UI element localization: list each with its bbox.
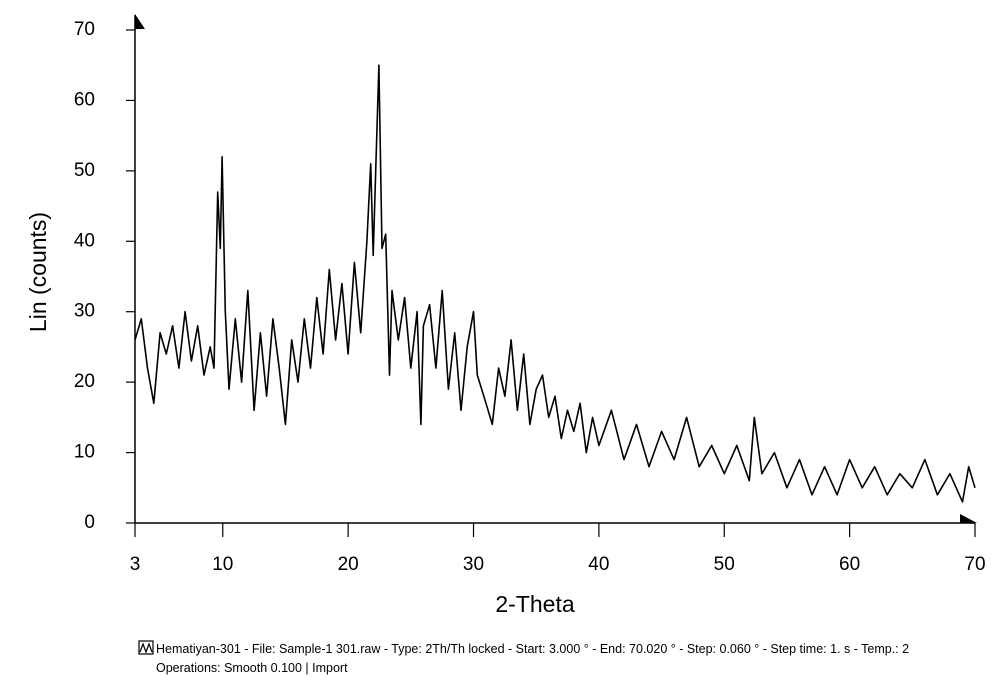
y-tick-label: 50	[74, 160, 95, 181]
y-tick-label: 60	[74, 89, 95, 110]
y-axis-title: Lin (counts)	[25, 212, 51, 332]
y-tick-label: 40	[74, 230, 95, 251]
x-axis-title: 2-Theta	[495, 591, 574, 617]
legend-operations: Operations: Smooth 0.100 | Import	[156, 661, 348, 675]
x-tick-label: 3	[130, 554, 141, 575]
x-tick-label: 60	[839, 554, 860, 575]
legend-icon-line	[139, 642, 153, 654]
x-axis-arrow	[960, 514, 977, 523]
x-tick-label: 40	[588, 554, 609, 575]
x-tick-label: 50	[714, 554, 735, 575]
x-tick-label: 10	[212, 554, 233, 575]
data-line	[134, 64, 976, 503]
legend-entry: Hematiyan-301 - File: Sample-1 301.raw -…	[156, 642, 909, 656]
x-tick-label: 30	[463, 554, 484, 575]
y-tick-label: 10	[74, 442, 95, 463]
y-axis-arrow	[135, 14, 145, 29]
x-tick-label: 70	[964, 554, 985, 575]
y-tick-label: 30	[74, 301, 95, 322]
y-tick-label: 0	[84, 512, 95, 533]
y-tick-label: 70	[74, 19, 95, 40]
y-tick-label: 20	[74, 371, 95, 392]
legend-icon	[138, 640, 154, 655]
x-tick-label: 20	[338, 554, 359, 575]
